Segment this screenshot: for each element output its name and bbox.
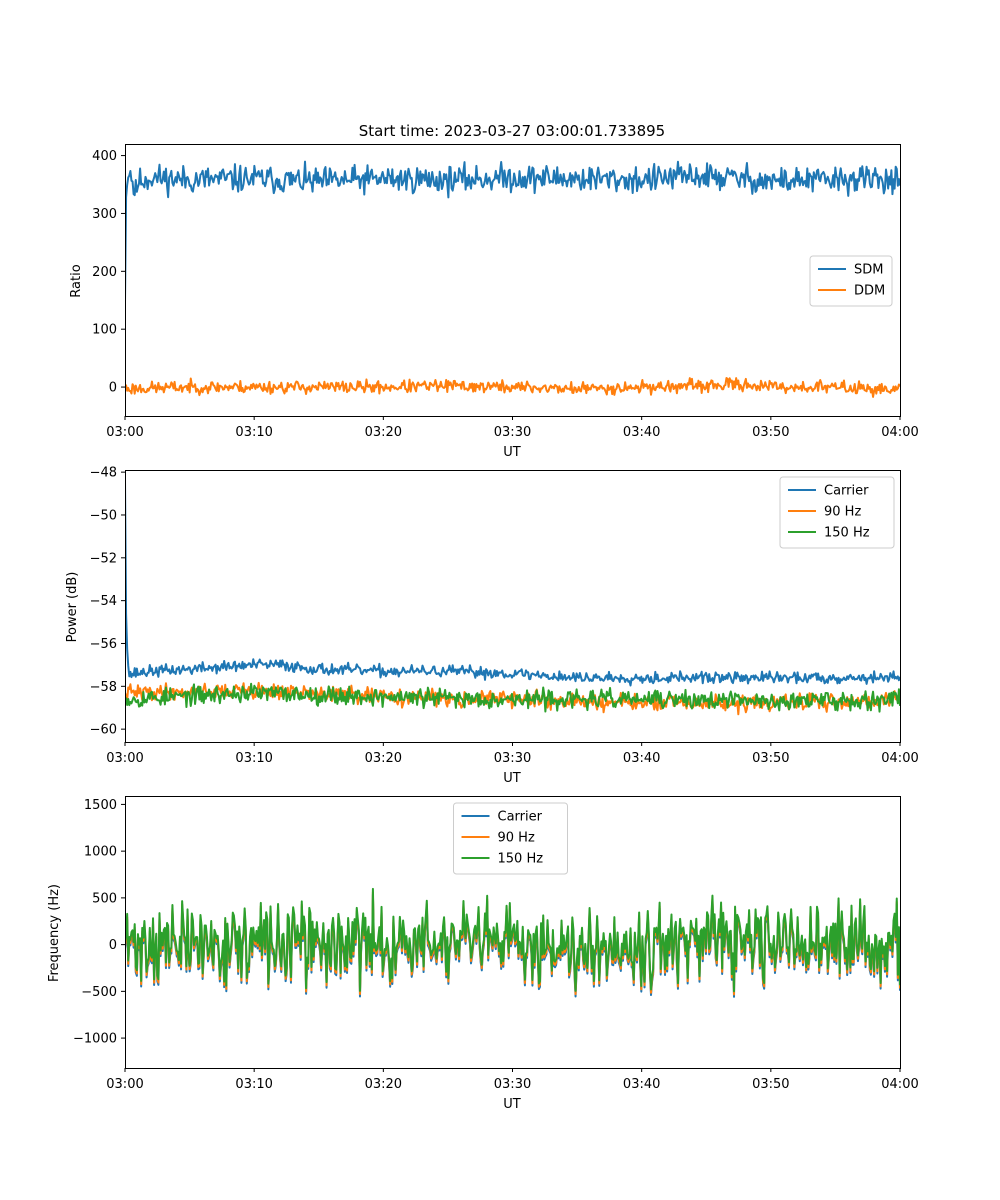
series-group [125,887,900,998]
x-tick-label: 03:20 [365,425,402,440]
y-tick-label: −48 [90,466,117,481]
ratio-y-axis-label: Ratio [69,264,84,297]
y-tick-label: −500 [81,985,117,1000]
series-line-150-hz [125,887,900,993]
y-tick-label: 200 [92,265,117,280]
power-panel: UT Power (dB) 03:00 03:10 03:20 03:30 03:40 0… [65,466,919,786]
power-y-axis-label: Power (dB) [65,572,80,643]
x-tick-label: 03:30 [494,425,531,440]
x-tick-label: 03:30 [494,1077,531,1092]
ratio-plot-area [125,160,900,398]
y-tick-label: −1000 [73,1032,117,1047]
frequency-plot-area [125,887,900,998]
legend-label: DDM [854,284,885,299]
frequency-x-ticks: 03:00 03:10 03:20 03:30 03:40 03:50 04:00 [106,1068,919,1092]
x-tick-label: 03:50 [752,1077,789,1092]
y-tick-label: 0 [109,381,117,396]
legend-label: 150 Hz [498,852,544,867]
x-tick-label: 03:50 [752,425,789,440]
power-plot-area [125,480,900,716]
y-tick-label: −50 [90,508,117,523]
x-tick-label: 03:00 [106,751,143,766]
y-tick-label: 300 [92,207,117,222]
legend-label: 90 Hz [824,505,861,520]
power-y-ticks: −60 −58 −56 −54 −52 −50 −48 [90,466,125,738]
x-tick-label: 03:20 [365,1077,402,1092]
series-group [125,160,900,398]
x-tick-label: 03:00 [106,425,143,440]
x-tick-label: 04:00 [881,751,918,766]
series-line-ddm [125,377,900,398]
series-group [125,480,900,716]
x-tick-label: 04:00 [881,1077,918,1092]
x-tick-label: 03:10 [235,1077,272,1092]
y-tick-label: 500 [92,891,117,906]
legend-label: Carrier [824,484,869,499]
power-x-ticks: 03:00 03:10 03:20 03:30 03:40 03:50 04:00 [106,742,919,766]
series-line-90-hz [125,681,900,716]
x-tick-label: 04:00 [881,425,918,440]
legend-label: 90 Hz [498,831,535,846]
ratio-y-ticks: 0 100 200 300 400 [92,149,125,396]
y-tick-label: 1500 [84,798,117,813]
y-tick-label: −58 [90,680,117,695]
x-tick-label: 03:10 [235,751,272,766]
frequency-y-ticks: −1000 −500 0 500 1000 1500 [73,798,125,1047]
series-line-sdm [125,160,900,302]
ratio-x-ticks: 03:00 03:10 03:20 03:30 03:40 03:50 04:00 [106,416,919,440]
x-tick-label: 03:50 [752,751,789,766]
legend-label: 150 Hz [824,526,870,541]
series-line-carrier [125,480,900,687]
y-tick-label: 1000 [84,845,117,860]
frequency-y-axis-label: Frequency (Hz) [47,884,62,982]
power-legend: Carrier 90 Hz 150 Hz [779,476,895,549]
legend-label: SDM [854,263,883,278]
frequency-panel: UT Frequency (Hz) 03:00 03:10 03:20 03:30 03… [47,796,919,1112]
y-tick-label: −52 [90,551,117,566]
y-tick-label: −56 [90,637,117,652]
x-tick-label: 03:40 [623,751,660,766]
ratio-panel: Start time: 2023-03-27 03:00:01.733895 U… [69,122,919,460]
x-tick-label: 03:10 [235,425,272,440]
frequency-x-axis-label: UT [503,1097,521,1112]
ratio-legend: SDM DDM [809,255,893,307]
y-tick-label: 0 [109,938,117,953]
ratio-x-axis-label: UT [503,445,521,460]
x-tick-label: 03:40 [623,1077,660,1092]
frequency-legend: Carrier 90 Hz 150 Hz [453,802,568,875]
x-tick-label: 03:40 [623,425,660,440]
y-tick-label: 400 [92,149,117,164]
chart-title: Start time: 2023-03-27 03:00:01.733895 [359,122,665,140]
legend-box [453,802,568,875]
x-tick-label: 03:20 [365,751,402,766]
y-tick-label: 100 [92,323,117,338]
series-line-150-hz [125,682,900,713]
legend-label: Carrier [498,810,543,825]
x-tick-label: 03:30 [494,751,531,766]
x-tick-label: 03:00 [106,1077,143,1092]
power-x-axis-label: UT [503,771,521,786]
y-tick-label: −54 [90,594,117,609]
y-tick-label: −60 [90,723,117,738]
legend-box [779,476,895,549]
